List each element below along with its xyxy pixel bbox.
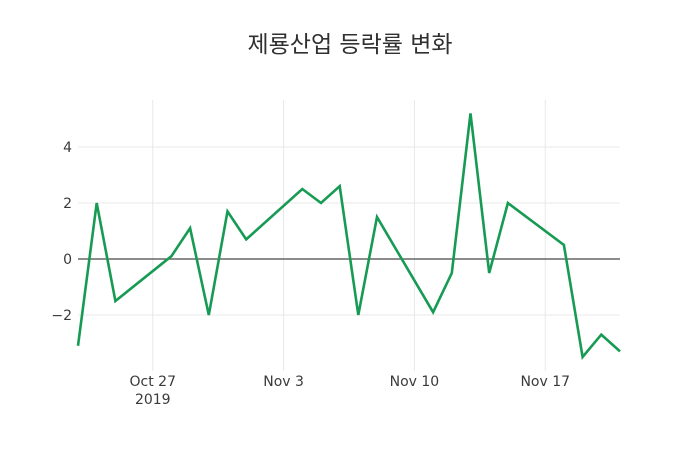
- x-tick-label: Nov 17: [520, 374, 570, 390]
- price-change-line: [76, 113, 621, 361]
- x-tick-label: Nov 3: [263, 374, 304, 390]
- x-tick-label: Oct 27: [130, 374, 176, 390]
- x-tick-label: 2019: [135, 392, 171, 408]
- y-tick-label: 0: [63, 252, 72, 268]
- y-tick-label: −2: [51, 308, 72, 324]
- y-tick-label: 4: [63, 140, 72, 156]
- y-tick-label: 2: [63, 196, 72, 212]
- chart-title: 제룡산업 등락률 변화: [247, 32, 452, 58]
- x-tick-label: Nov 10: [390, 374, 440, 390]
